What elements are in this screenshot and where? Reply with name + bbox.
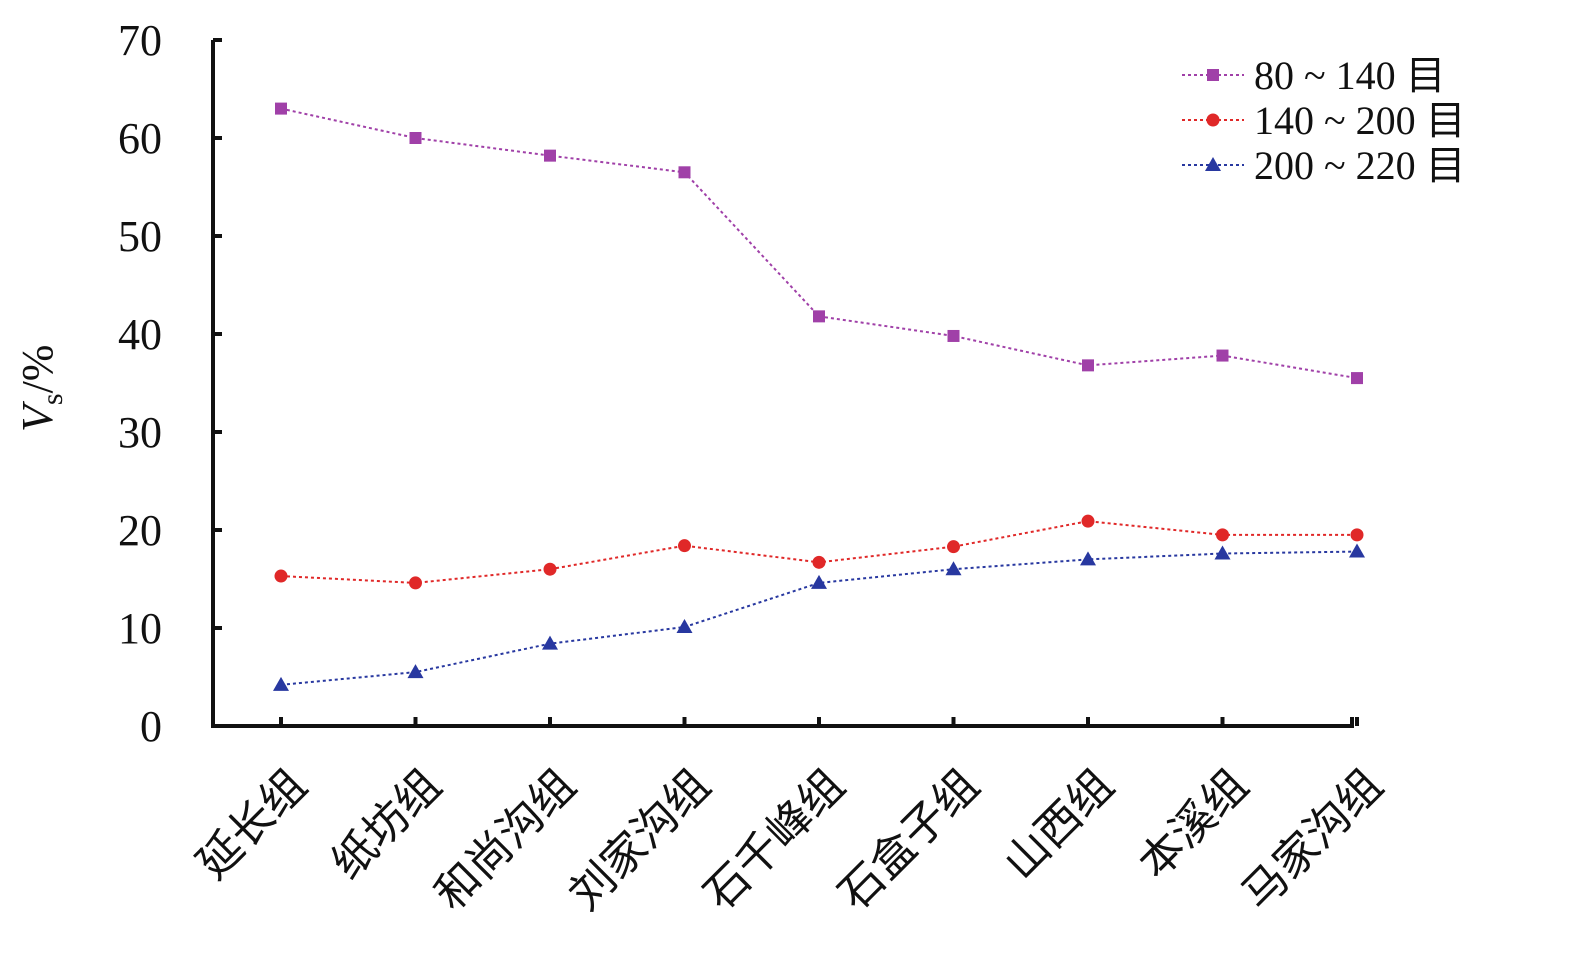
data-point bbox=[1080, 551, 1096, 566]
data-point bbox=[1216, 349, 1229, 362]
y-axis-subscript: s bbox=[36, 393, 69, 405]
data-point bbox=[811, 574, 827, 589]
x-tick-label: 马家沟组 bbox=[1232, 760, 1393, 921]
data-point bbox=[1082, 359, 1094, 372]
y-tick-label: 70 bbox=[118, 16, 162, 65]
data-point bbox=[947, 540, 960, 554]
y-axis-title: Vs/% bbox=[13, 345, 69, 432]
data-point bbox=[947, 329, 960, 342]
y-tick-label: 20 bbox=[118, 506, 162, 555]
legend-marker bbox=[1205, 157, 1221, 171]
data-point bbox=[1350, 528, 1364, 542]
legend-item: 140 ~ 200 目 bbox=[1182, 98, 1466, 143]
data-point bbox=[812, 555, 826, 569]
y-tick-label: 30 bbox=[118, 408, 162, 457]
x-tick-label: 和尚沟组 bbox=[425, 760, 586, 921]
data-point bbox=[544, 149, 556, 162]
series-3 bbox=[273, 543, 1365, 691]
data-point bbox=[1214, 545, 1231, 560]
data-point bbox=[1216, 528, 1229, 542]
data-point bbox=[273, 676, 289, 691]
x-tick-label: 山西组 bbox=[994, 760, 1123, 889]
legend-label: 200 ~ 220 目 bbox=[1254, 143, 1466, 188]
x-tick-label: 延长组 bbox=[187, 760, 316, 889]
data-point bbox=[1081, 514, 1095, 528]
y-tick-label: 60 bbox=[118, 114, 162, 163]
x-tick-label: 纸坊组 bbox=[322, 760, 451, 889]
data-point bbox=[678, 539, 691, 553]
x-tick-label: 石盒子组 bbox=[829, 760, 990, 921]
data-point bbox=[274, 569, 288, 583]
legend-label: 80 ~ 140 目 bbox=[1254, 53, 1446, 98]
y-tick-label: 50 bbox=[118, 212, 162, 261]
legend-item: 80 ~ 140 目 bbox=[1182, 53, 1446, 98]
data-point bbox=[409, 576, 422, 590]
series-line bbox=[280, 520, 1357, 584]
x-tick-label: 刘家沟组 bbox=[560, 760, 721, 921]
y-axis-unit: /% bbox=[13, 345, 62, 394]
data-point bbox=[678, 166, 691, 179]
series-1 bbox=[275, 102, 1363, 385]
data-point bbox=[945, 561, 962, 576]
data-point bbox=[275, 102, 287, 115]
plot-area bbox=[273, 102, 1365, 691]
y-tick-label: 0 bbox=[140, 702, 162, 751]
y-tick-label: 10 bbox=[118, 604, 162, 653]
data-point bbox=[1349, 543, 1365, 558]
data-point bbox=[542, 635, 558, 650]
data-point bbox=[1351, 372, 1363, 385]
series-line bbox=[280, 550, 1358, 686]
series-line bbox=[280, 107, 1358, 380]
legend-item: 200 ~ 220 目 bbox=[1182, 143, 1466, 188]
data-point bbox=[813, 310, 825, 323]
x-tick-label: 本溪组 bbox=[1129, 760, 1258, 889]
data-point bbox=[407, 664, 424, 679]
data-point bbox=[543, 562, 557, 576]
legend-label: 140 ~ 200 目 bbox=[1254, 98, 1466, 143]
data-point bbox=[409, 132, 422, 144]
y-axis-symbol: V bbox=[13, 400, 62, 432]
data-point bbox=[676, 619, 693, 634]
legend-marker bbox=[1207, 69, 1219, 81]
y-tick-label: 40 bbox=[118, 310, 162, 359]
x-tick-label: 石千峰组 bbox=[694, 760, 855, 921]
series-2 bbox=[274, 514, 1364, 590]
legend-marker bbox=[1206, 113, 1220, 127]
